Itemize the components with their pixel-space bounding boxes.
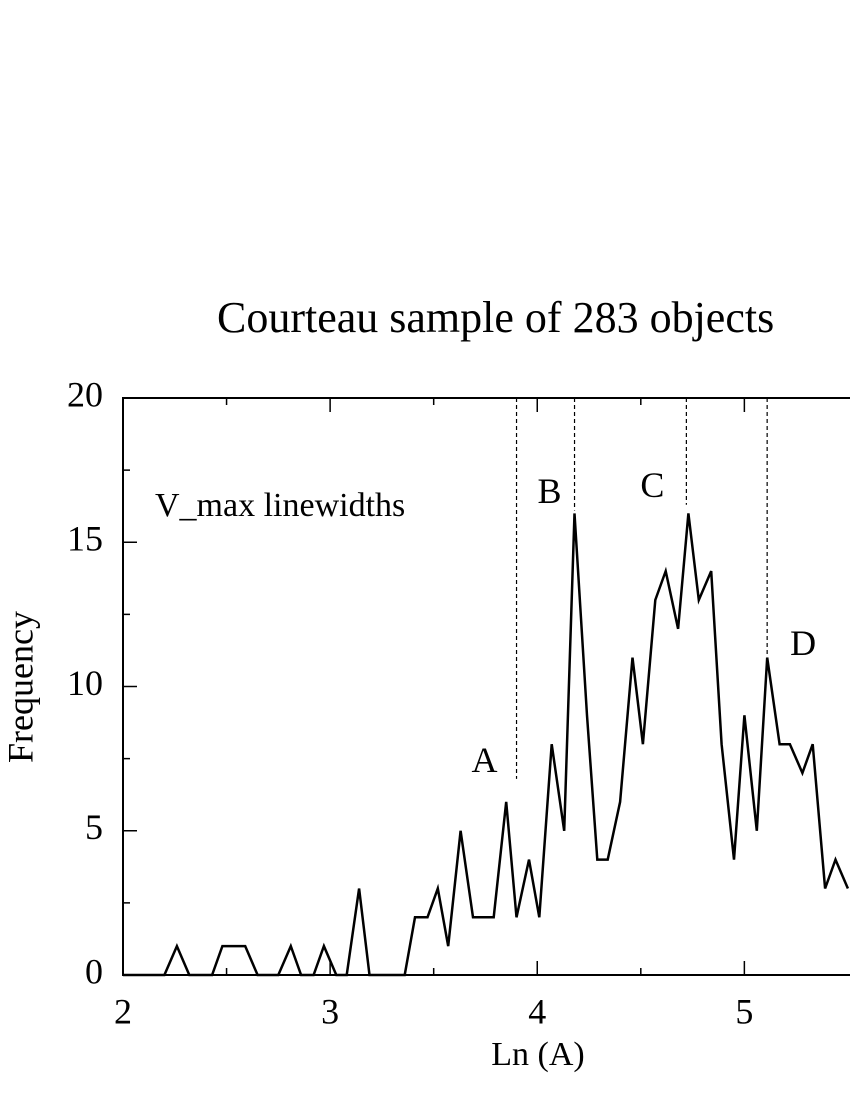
marker-label: D bbox=[790, 623, 816, 663]
x-axis-label: Ln (A) bbox=[491, 1036, 584, 1073]
y-tick-label: 15 bbox=[67, 519, 103, 559]
x-tick-label: 2 bbox=[114, 991, 132, 1031]
chart-title: Courteau sample of 283 objects bbox=[217, 293, 774, 342]
x-tick-label: 4 bbox=[528, 991, 546, 1031]
data-line bbox=[123, 513, 850, 977]
y-axis-label: Frequency bbox=[0, 611, 40, 763]
marker-label: A bbox=[472, 740, 498, 780]
y-tick-label: 0 bbox=[85, 951, 103, 991]
x-tick-label: 5 bbox=[735, 991, 753, 1031]
annotation: V_max linewidths bbox=[155, 487, 405, 524]
marker-label: B bbox=[538, 471, 562, 511]
y-tick-label: 20 bbox=[67, 374, 103, 414]
y-tick-label: 5 bbox=[85, 807, 103, 847]
x-tick-label: 3 bbox=[321, 991, 339, 1031]
y-tick-label: 10 bbox=[67, 663, 103, 703]
marker-label: C bbox=[640, 465, 664, 505]
